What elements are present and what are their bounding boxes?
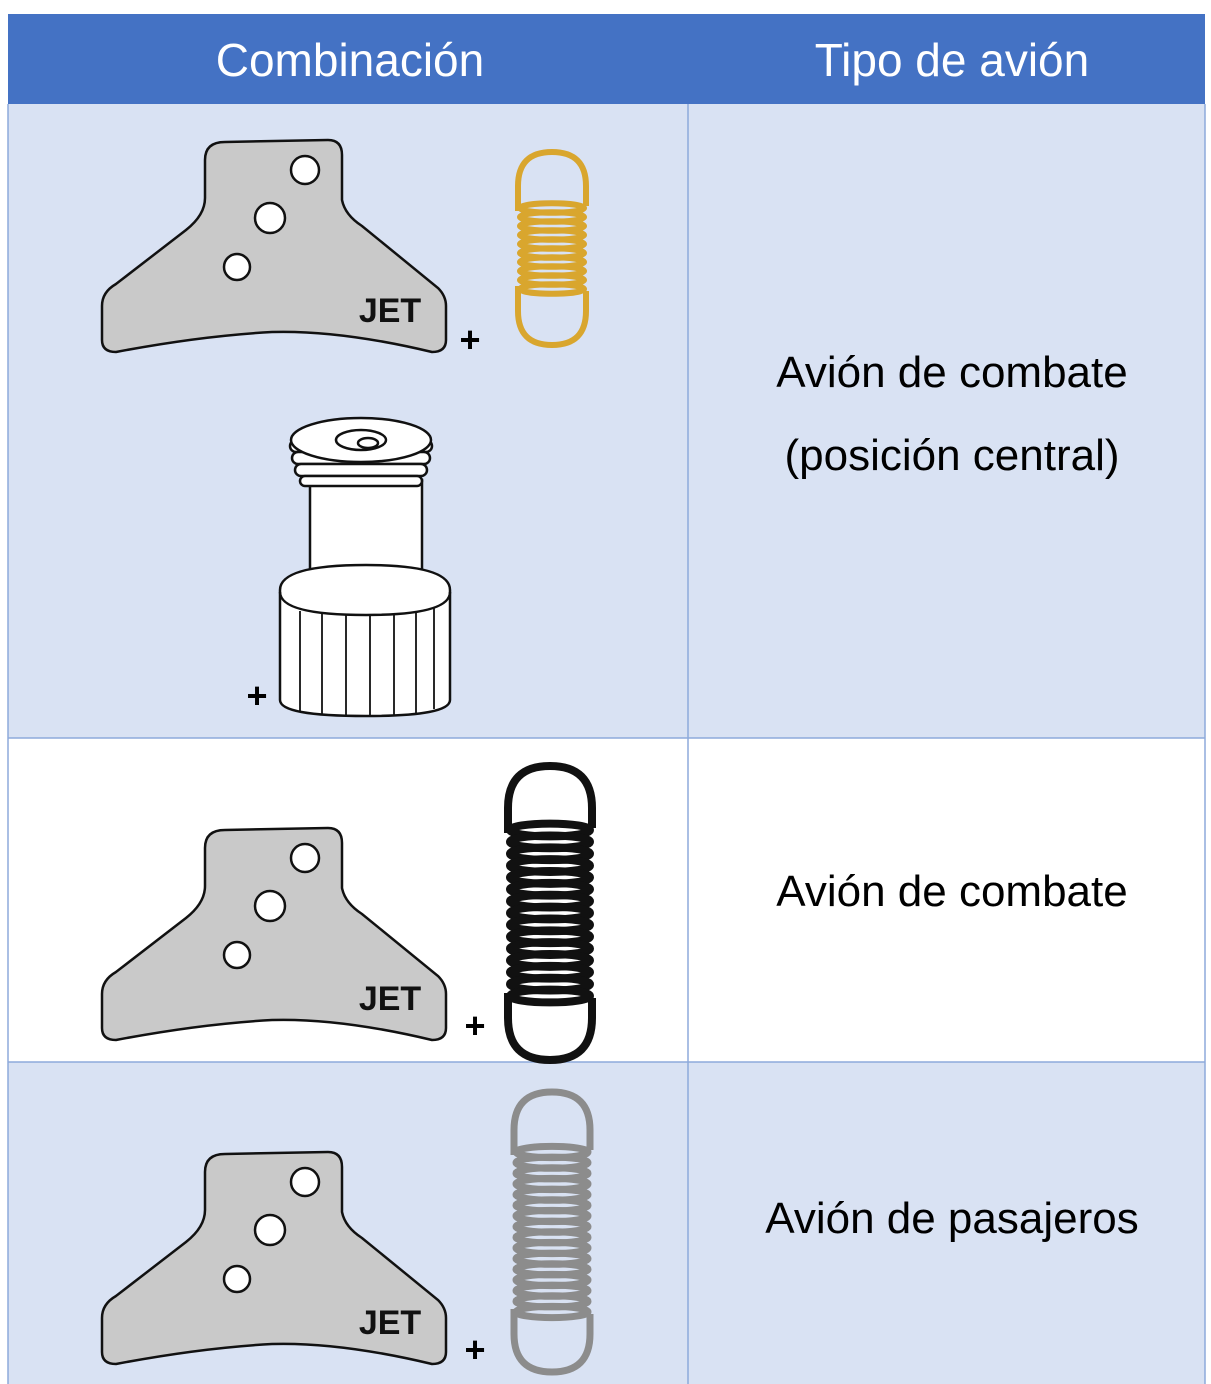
plus: + [464, 1329, 485, 1370]
header-cell: Tipo de avión [815, 34, 1089, 86]
spring-icon [504, 761, 596, 1065]
type-text: Avión de combate [776, 348, 1127, 397]
plus: + [464, 1005, 485, 1046]
spring-icon [515, 148, 589, 349]
header-cell: Combinación [216, 34, 484, 86]
type-text: (posición central) [784, 431, 1119, 480]
plate-label: JET [359, 980, 422, 1018]
nozzle-icon [278, 416, 452, 718]
spring-icon [510, 1088, 594, 1376]
borders [7, 104, 1206, 1384]
plate-label: JET [359, 292, 422, 330]
type-text: Avión de pasajeros [765, 1194, 1138, 1243]
plate-label: JET [359, 1304, 422, 1342]
plus: + [459, 319, 480, 360]
type-text: Avión de combate [776, 867, 1127, 916]
row-bg [8, 104, 1205, 738]
plus: + [246, 675, 267, 716]
header-row [8, 14, 1205, 104]
